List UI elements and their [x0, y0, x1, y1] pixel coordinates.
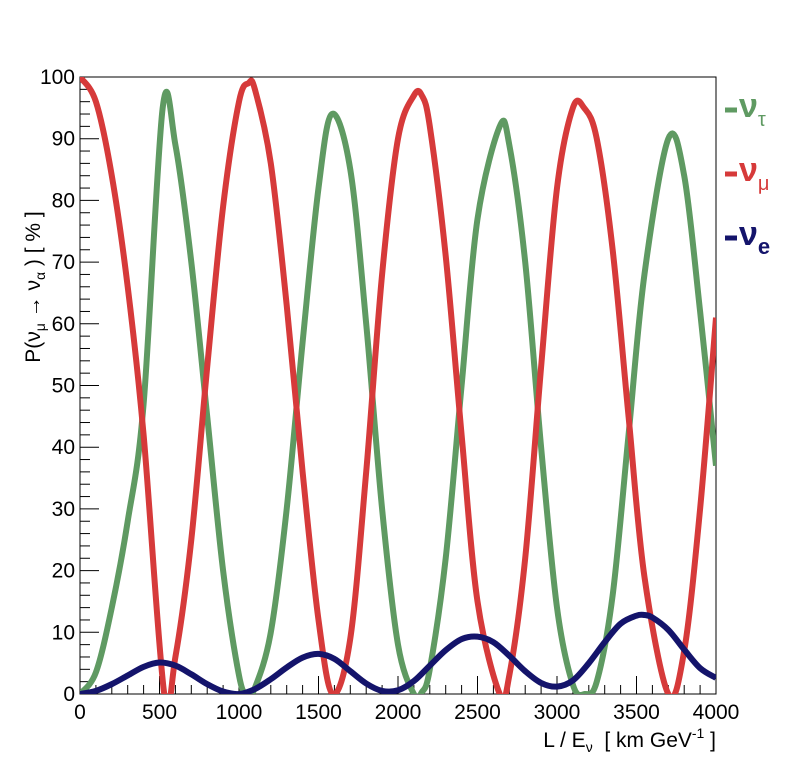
x-axis-title-unit-post: ]: [704, 729, 716, 752]
y-tick-label: 30: [52, 498, 75, 521]
x-tick-label: 1000: [216, 701, 263, 724]
legend-label-nu-mu: νμ: [739, 151, 769, 195]
legend-label-nu-mu-sub: μ: [758, 173, 770, 195]
x-axis-title-unit-pre: [ km GeV: [593, 729, 692, 752]
y-axis-title-sub2: α: [32, 272, 48, 280]
x-tick-label: 2000: [375, 701, 422, 724]
y-tick-label: 100: [40, 66, 75, 89]
y-tick-label: 60: [52, 313, 75, 336]
series-lines: [80, 77, 716, 694]
legend-label-nu-tau-sub: τ: [758, 109, 766, 131]
legend-label-nu-tau-symbol: ν: [739, 87, 758, 125]
legend-item-nu-mu: νμ: [725, 151, 769, 195]
x-tick-label: 4000: [693, 701, 740, 724]
x-tick-label: 3500: [613, 701, 660, 724]
x-tick-label: 2500: [454, 701, 501, 724]
legend-label-nu-e-symbol: ν: [739, 215, 758, 253]
x-axis-title: L / Eν [ km GeV-1 ]: [543, 725, 716, 755]
legend-item-nu-tau: ντ: [725, 87, 766, 131]
series-line-nu-e: [80, 611, 716, 694]
y-axis-title-arrow: →: [22, 291, 45, 324]
x-tick-label: 0: [74, 701, 86, 724]
y-axis-title-pre: P(: [22, 342, 45, 363]
y-axis-title-nu2: ν: [22, 280, 45, 291]
legend-item-nu-e: νe: [725, 215, 770, 259]
axis-ticks: [79, 76, 717, 695]
x-axis-title-unit-sup: -1: [692, 725, 705, 741]
legend-label-nu-tau: ντ: [739, 87, 766, 131]
x-tick-label: 1500: [295, 701, 342, 724]
series-line-nu-tau: [80, 88, 716, 694]
legend-label-nu-e-sub: e: [758, 234, 770, 259]
legend-label-nu-mu-symbol: ν: [739, 151, 758, 189]
y-tick-label: 70: [52, 251, 75, 274]
y-tick-label: 90: [52, 128, 75, 151]
y-axis-title-post: ) [ % ]: [22, 211, 45, 272]
x-axis-title-sub: ν: [586, 739, 593, 755]
y-tick-label: 10: [52, 621, 75, 644]
y-tick-label: 0: [63, 683, 75, 706]
y-tick-label: 80: [52, 189, 75, 212]
x-axis-title-main: L / E: [543, 729, 585, 752]
legend-label-nu-e: νe: [739, 215, 770, 259]
y-tick-label: 50: [52, 375, 75, 398]
x-tick-label: 3000: [534, 701, 581, 724]
y-axis-title: P(νμ → να ) [ % ]: [22, 211, 48, 363]
y-tick-label: 40: [52, 436, 75, 459]
x-tick-label: 500: [142, 701, 177, 724]
series-line-nu-mu: [80, 77, 716, 694]
y-tick-label: 20: [52, 560, 75, 583]
legend: ντ νμ νe: [725, 87, 770, 259]
y-axis-title-sub1: μ: [32, 323, 48, 331]
y-axis-title-nu1: ν: [22, 331, 45, 342]
plot-area-frame: [79, 76, 717, 695]
